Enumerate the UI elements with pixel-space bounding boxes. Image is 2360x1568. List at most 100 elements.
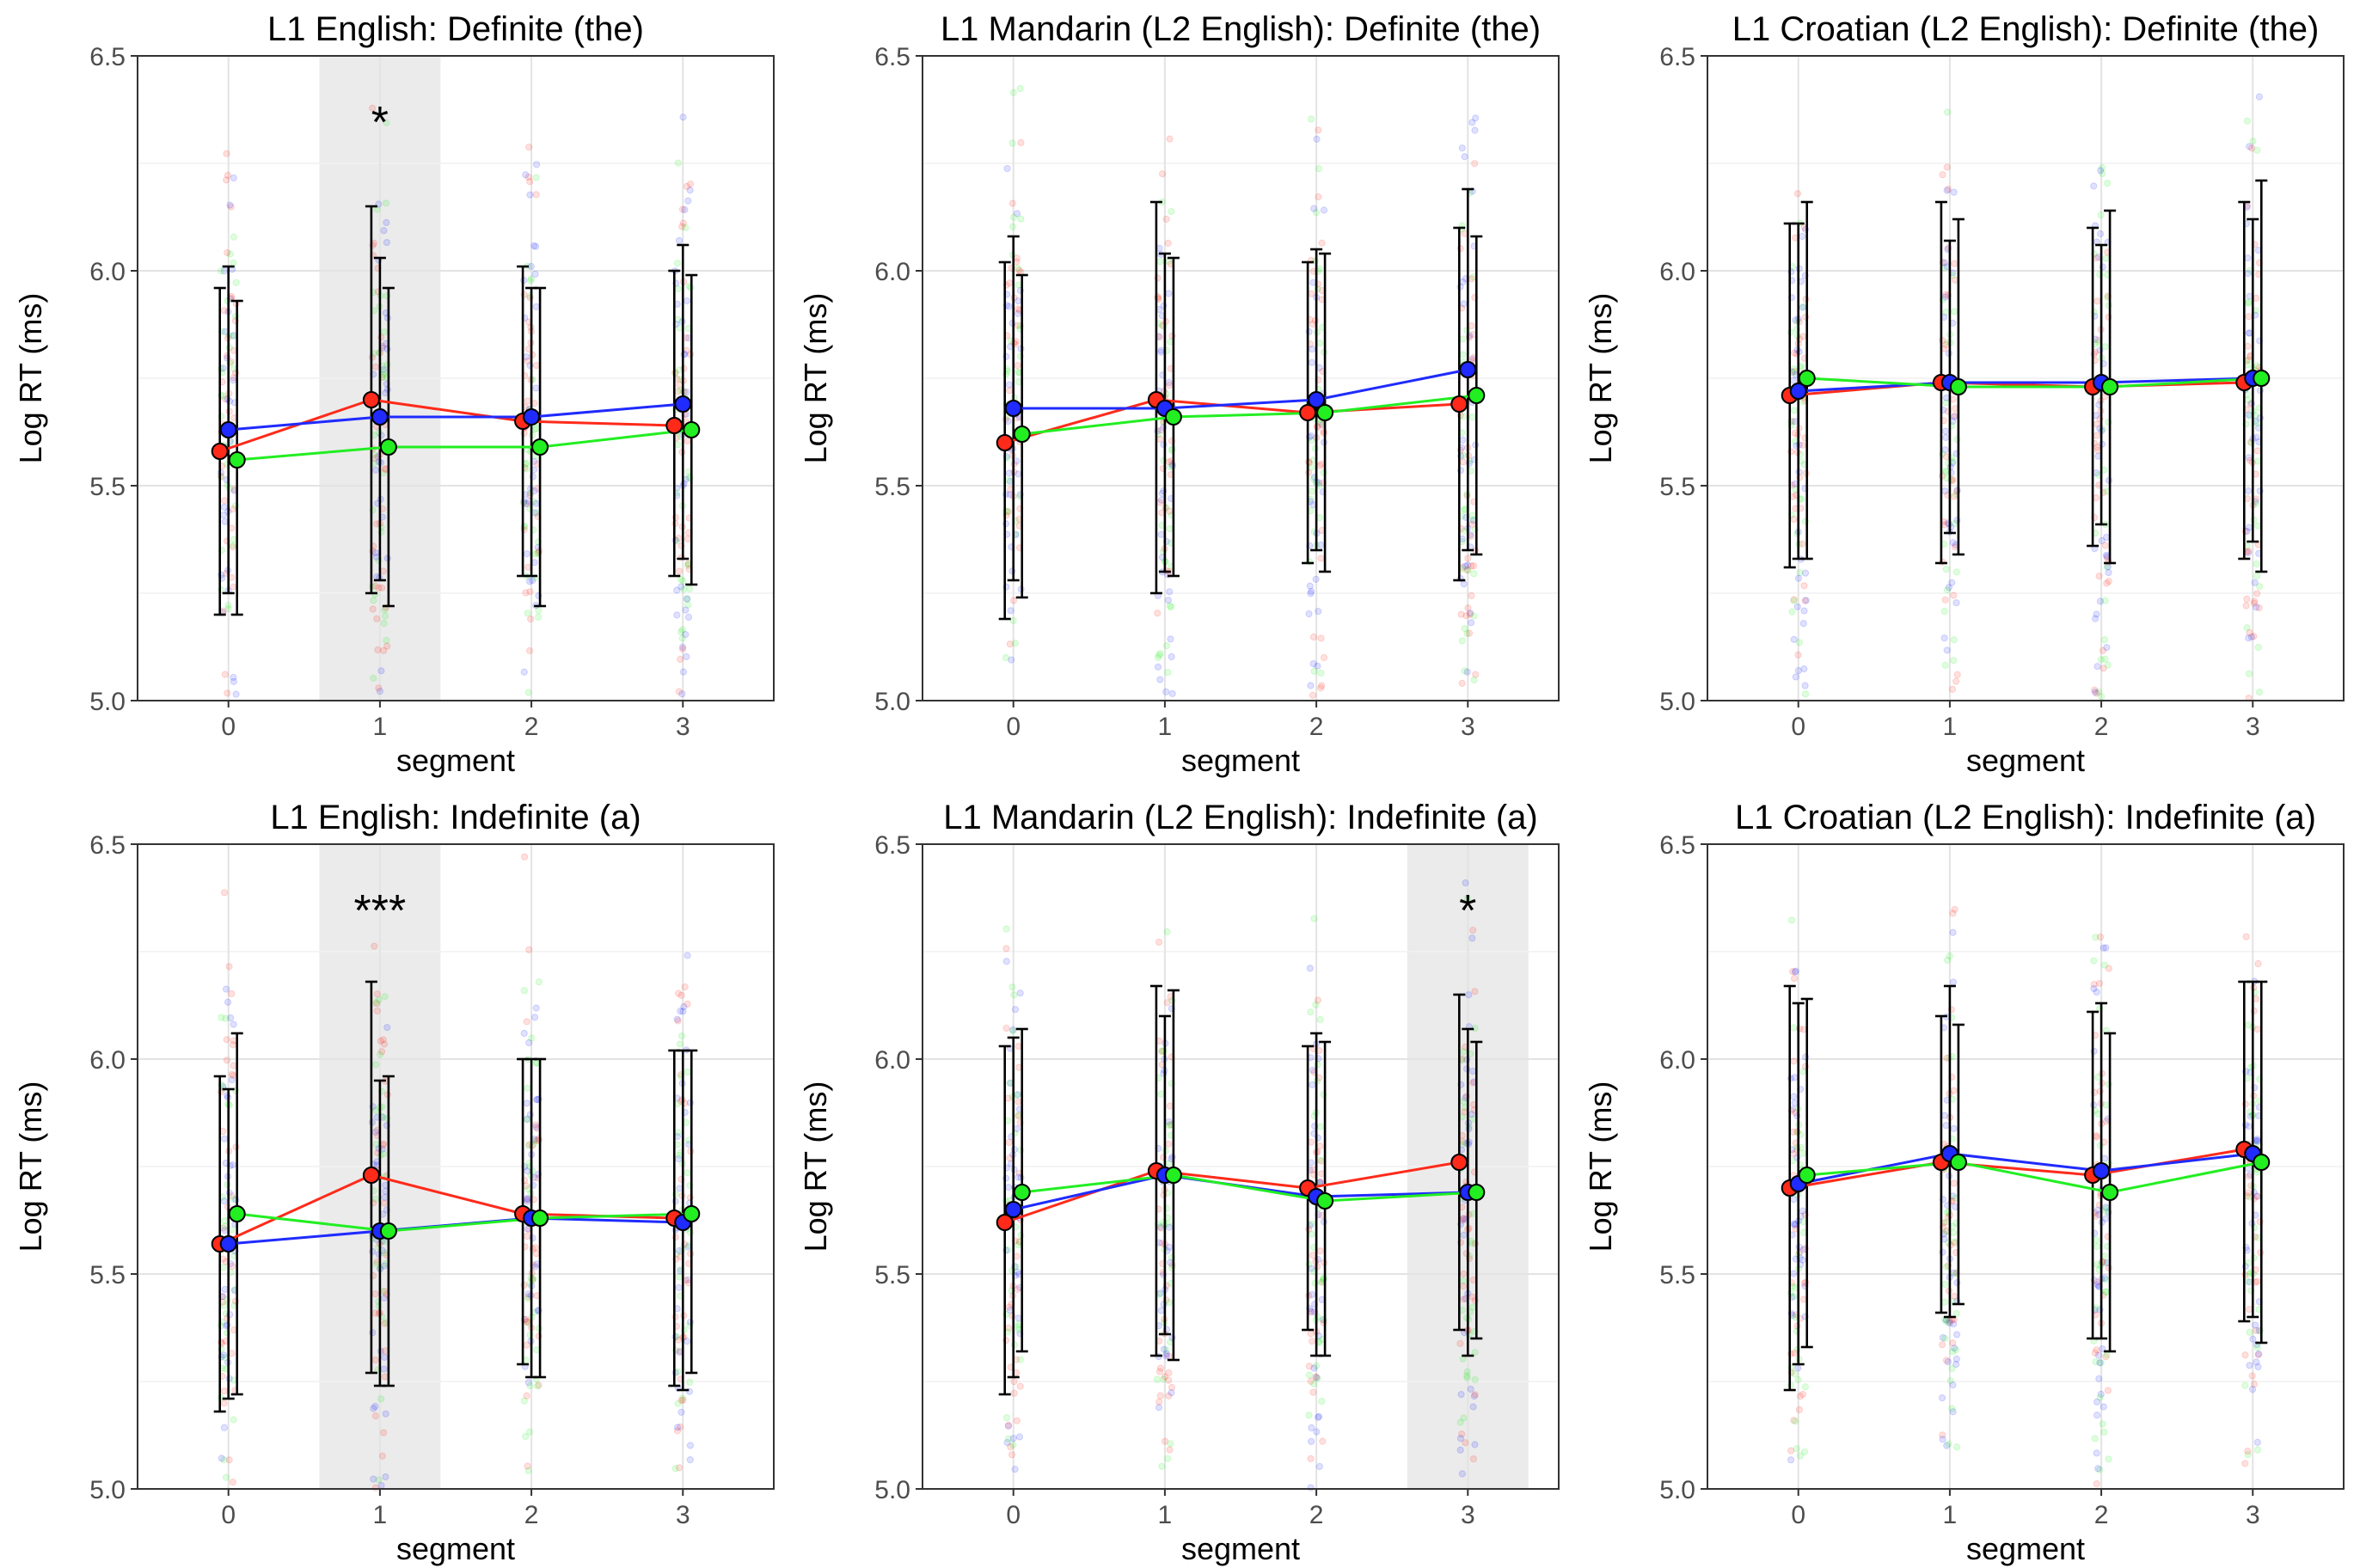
x-tick-label: 2 <box>524 713 539 741</box>
raw-observation-dot <box>220 267 228 275</box>
raw-observation-dot <box>532 384 540 392</box>
raw-observation-dot <box>223 176 230 184</box>
raw-observation-dot <box>682 631 690 639</box>
raw-observation-dot <box>1307 1455 1315 1462</box>
raw-observation-dot <box>1167 1440 1174 1448</box>
raw-observation-dot <box>1951 1292 1958 1300</box>
raw-observation-dot <box>1014 362 1021 370</box>
raw-observation-dot <box>1792 673 1799 681</box>
raw-observation-dot <box>1463 668 1471 676</box>
raw-observation-dot <box>1305 1363 1314 1370</box>
raw-observation-dot <box>531 242 540 250</box>
raw-observation-dot <box>371 942 378 950</box>
raw-observation-dot <box>1943 956 1952 965</box>
raw-observation-dot <box>2254 1351 2262 1359</box>
raw-observation-dot <box>1799 1390 1807 1399</box>
raw-observation-dot <box>1471 1441 1479 1449</box>
raw-observation-dot <box>2253 433 2260 441</box>
raw-observation-dot <box>2097 1359 2105 1367</box>
raw-observation-dot <box>525 144 533 151</box>
raw-observation-dot <box>1009 1441 1017 1449</box>
raw-observation-dot <box>1318 682 1326 689</box>
raw-observation-dot <box>1794 651 1802 658</box>
raw-observation-dot <box>1155 1037 1163 1045</box>
raw-observation-dot <box>1461 153 1468 161</box>
raw-observation-dot <box>533 1096 541 1104</box>
raw-observation-dot <box>1168 652 1175 661</box>
raw-observation-dot <box>2247 633 2256 641</box>
series-line <box>228 402 683 432</box>
raw-observation-dot <box>686 1442 695 1449</box>
raw-observation-dot <box>1319 1437 1327 1445</box>
raw-observation-dot <box>1791 1074 1799 1081</box>
raw-observation-dot <box>1801 690 1810 698</box>
y-axis-title: Log RT (ms) <box>1583 1081 1618 1253</box>
raw-observation-dot <box>677 628 685 636</box>
raw-observation-dot <box>1468 934 1476 942</box>
raw-observation-dot <box>2090 957 2098 965</box>
raw-observation-dot <box>1952 1355 1960 1363</box>
x-tick-label: 2 <box>1309 1501 1324 1529</box>
raw-observation-dot <box>683 1068 691 1076</box>
mean-point <box>1004 1201 1022 1218</box>
raw-observation-dot <box>222 1473 230 1481</box>
raw-observation-dot <box>523 1392 530 1400</box>
raw-observation-dot <box>1951 405 1959 413</box>
raw-observation-dot <box>2092 934 2099 941</box>
raw-observation-dot <box>683 297 691 305</box>
raw-observation-dot <box>223 1036 230 1044</box>
raw-observation-dot <box>227 1014 235 1022</box>
raw-observation-dot <box>1165 1299 1173 1307</box>
raw-observation-dot <box>1460 1270 1468 1277</box>
raw-observation-dot <box>2093 1242 2101 1251</box>
panel-border <box>1707 843 2345 1490</box>
raw-observation-dot <box>229 1041 237 1049</box>
raw-observation-dot <box>1004 1422 1012 1430</box>
raw-observation-dot <box>1005 469 1014 477</box>
panel-4: *** 5.0 5.5 6.0 6.5 0 1 2 3 L1 English: Indefinit… <box>13 799 775 1566</box>
raw-observation-dot <box>1007 607 1014 615</box>
raw-observation-dot <box>2253 995 2260 1003</box>
raw-observation-dot <box>677 655 684 664</box>
raw-observation-dot <box>217 267 225 275</box>
raw-observation-dot <box>526 191 534 199</box>
raw-observation-dot <box>525 646 534 655</box>
raw-observation-dot <box>679 1008 687 1015</box>
raw-observation-dot <box>371 1412 380 1420</box>
raw-observation-dot <box>527 616 535 623</box>
raw-observation-dot <box>1305 1412 1313 1419</box>
raw-observation-dot <box>683 535 692 543</box>
raw-observation-dot <box>2093 663 2101 671</box>
raw-observation-dot <box>1307 590 1315 597</box>
raw-observation-dot <box>535 606 542 615</box>
y-axis-title: Log RT (ms) <box>798 1081 833 1253</box>
raw-observation-dot <box>1162 688 1170 695</box>
raw-observation-dot <box>1307 1159 1315 1167</box>
panel-border <box>922 55 1560 701</box>
raw-observation-dot <box>232 690 240 698</box>
mean-point <box>996 1214 1014 1231</box>
mean-point <box>531 438 549 456</box>
raw-observation-dot <box>380 1429 388 1436</box>
raw-observation-dot <box>1317 684 1325 692</box>
raw-observation-dot <box>1014 368 1022 376</box>
series-line <box>1806 377 2262 389</box>
raw-observation-dot <box>1801 597 1809 604</box>
raw-observation-dot <box>1790 975 1799 983</box>
raw-observation-dot <box>2253 1192 2261 1200</box>
raw-observation-dot <box>1165 1122 1173 1130</box>
raw-observation-dot <box>1310 667 1318 675</box>
raw-observation-dot <box>1016 1356 1024 1363</box>
raw-observation-dot <box>1005 1184 1013 1191</box>
raw-observation-dot <box>2101 1274 2109 1282</box>
raw-observation-dot <box>370 674 377 682</box>
y-tick-label: 5.5 <box>1659 1261 1695 1289</box>
raw-observation-dot <box>2099 944 2107 952</box>
raw-observation-dot <box>1456 1339 1464 1347</box>
raw-observation-dot <box>230 1062 237 1069</box>
raw-observation-dot <box>1156 1364 1165 1372</box>
raw-observation-dot <box>1165 1376 1173 1384</box>
raw-observation-dot <box>220 307 228 315</box>
raw-observation-dot <box>1948 579 1956 586</box>
raw-observation-dot <box>383 642 391 650</box>
